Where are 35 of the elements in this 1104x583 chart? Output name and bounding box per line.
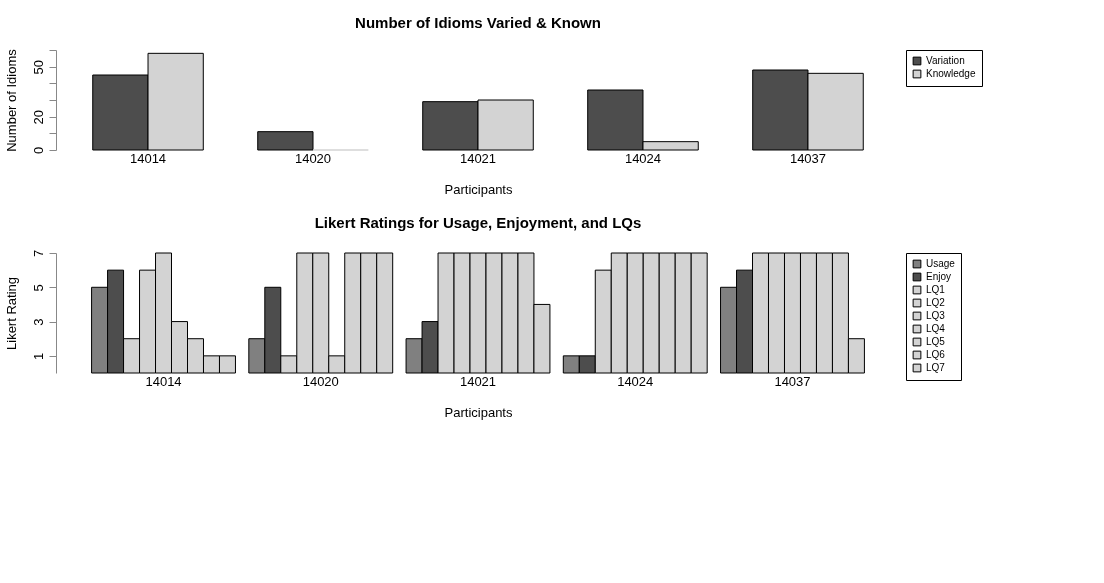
x-tick-label: 14014: [145, 373, 182, 389]
bar: [257, 131, 314, 151]
legend-label: LQ3: [926, 310, 946, 321]
x-tick-label: 14014: [129, 150, 167, 166]
legend-label: Variation: [926, 55, 965, 66]
legend-label: LQ5: [926, 336, 946, 347]
legend-label: LQ2: [926, 297, 946, 308]
legend-label: LQ7: [926, 362, 946, 373]
x-tick-label: 14037: [789, 150, 827, 166]
x-tick-label: 14024: [624, 150, 662, 166]
legend-label: Usage: [926, 258, 956, 269]
chart-title: Likert Ratings for Usage, Enjoyment, and LQs: [314, 214, 642, 232]
y-tick-label: 5: [30, 284, 46, 292]
y-tick-label: 20: [30, 109, 46, 125]
y-tick-label: 1: [30, 352, 46, 360]
legend-label: Enjoy: [926, 271, 952, 282]
x-tick-label: 14020: [294, 150, 332, 166]
x-tick-label: 14024: [617, 373, 654, 389]
x-tick-label: 14021: [459, 150, 497, 166]
y-tick-label: 3: [30, 318, 46, 326]
legend-label: LQ4: [926, 323, 946, 334]
y-tick-label: 0: [30, 146, 46, 155]
y-tick-label: 7: [30, 249, 46, 258]
x-tick-label: 14021: [459, 373, 497, 389]
legend-label: LQ1: [926, 284, 946, 295]
x-axis-title: Participants: [444, 181, 513, 197]
y-axis-title: Likert Rating: [3, 277, 19, 350]
y-tick-label: 50: [30, 59, 46, 75]
x-axis-title: Participants: [444, 404, 513, 420]
legend-label: LQ6: [926, 349, 946, 360]
x-tick-label: 14037: [774, 373, 811, 389]
legend-label: Knowledge: [926, 68, 976, 79]
chart-title: Number of Idioms Varied & Known: [355, 13, 601, 31]
x-tick-label: 14020: [302, 373, 339, 389]
y-axis-title: Number of Idioms: [3, 48, 19, 152]
